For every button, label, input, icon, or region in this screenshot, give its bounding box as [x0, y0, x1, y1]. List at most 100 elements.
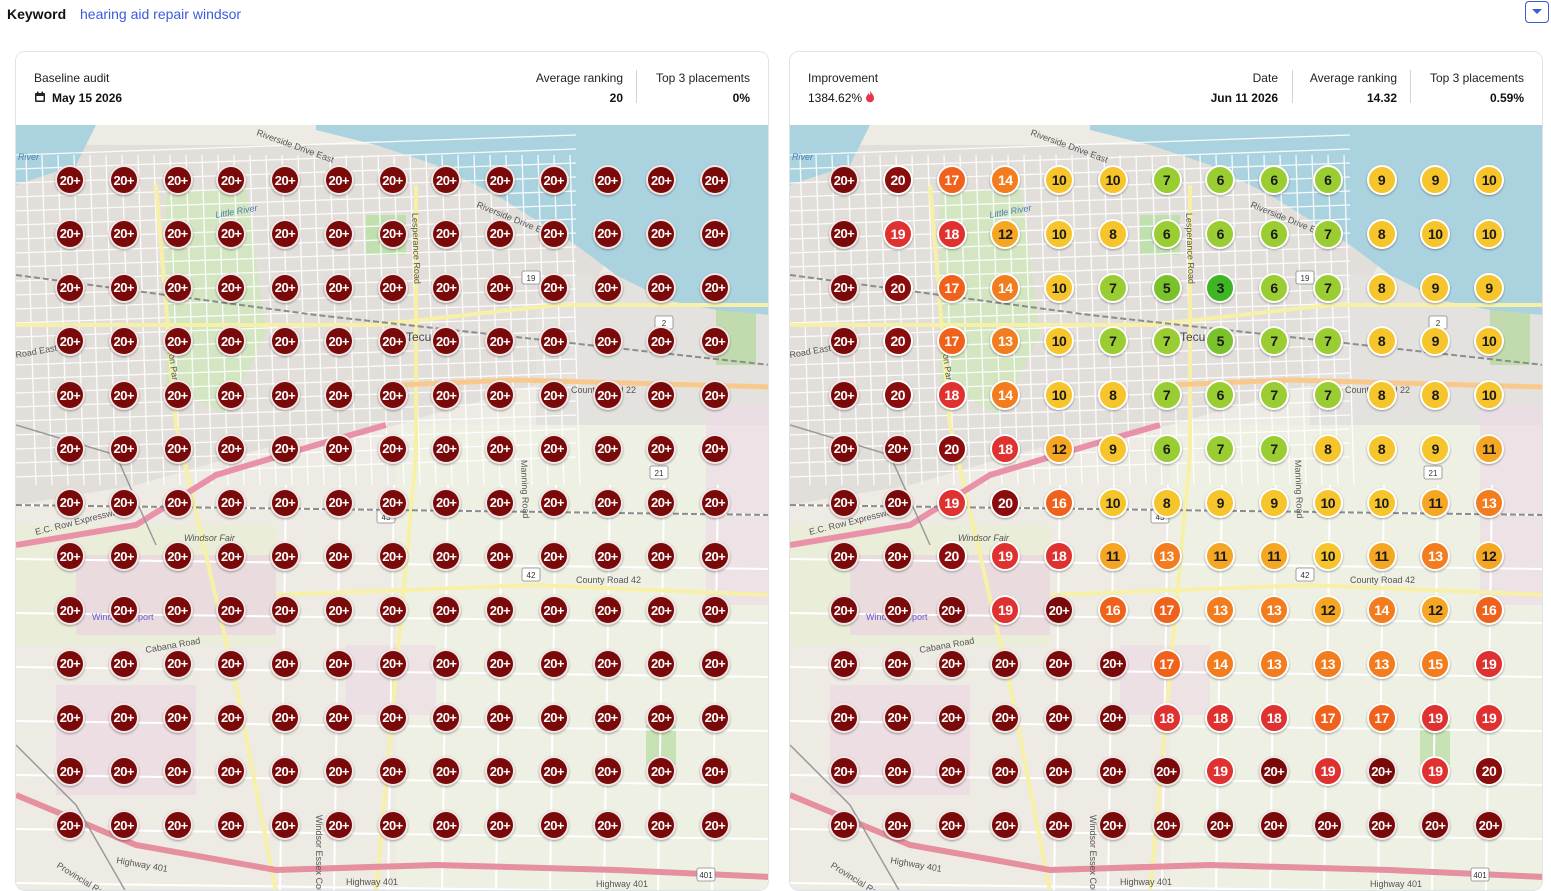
rank-pin[interactable]: 20+ — [431, 648, 462, 679]
rank-pin[interactable]: 20+ — [1312, 810, 1343, 840]
rank-pin[interactable]: 20+ — [162, 648, 193, 679]
rank-pin[interactable]: 20+ — [592, 218, 623, 249]
rank-pin[interactable]: 20+ — [108, 433, 139, 464]
rank-pin[interactable]: 11 — [1366, 541, 1397, 572]
rank-pin[interactable]: 10 — [1474, 326, 1504, 357]
rank-pin[interactable]: 14 — [990, 165, 1021, 195]
rank-pin[interactable]: 7 — [1312, 272, 1343, 303]
rank-pin[interactable]: 20+ — [538, 648, 569, 679]
rank-pin[interactable]: 20+ — [700, 595, 730, 625]
rank-pin[interactable]: 20+ — [216, 595, 247, 625]
rank-pin[interactable]: 20+ — [270, 756, 300, 787]
rank-pin[interactable]: 7 — [1097, 272, 1128, 303]
rank-pin[interactable]: 20 — [990, 487, 1021, 518]
rank-pin[interactable]: 7 — [1205, 433, 1236, 464]
rank-pin[interactable]: 19 — [990, 541, 1021, 572]
keyword-dropdown-button[interactable] — [1525, 1, 1549, 23]
rank-pin[interactable]: 11 — [1474, 433, 1504, 464]
rank-pin[interactable]: 20+ — [216, 541, 247, 572]
rank-pin[interactable]: 20+ — [485, 433, 515, 464]
rank-pin[interactable]: 20+ — [377, 702, 408, 733]
rank-pin[interactable]: 20+ — [431, 272, 462, 303]
rank-pin[interactable]: 20+ — [270, 218, 300, 249]
rank-pin[interactable]: 20+ — [990, 756, 1021, 787]
rank-pin[interactable]: 20+ — [431, 218, 462, 249]
rank-pin[interactable]: 6 — [1259, 218, 1289, 249]
rank-pin[interactable]: 20+ — [162, 326, 193, 357]
rank-pin[interactable]: 20+ — [646, 810, 677, 840]
rank-pin[interactable]: 20+ — [485, 702, 515, 733]
rank-pin[interactable]: 3 — [1205, 272, 1236, 303]
rank-pin[interactable]: 17 — [936, 272, 967, 303]
rank-pin[interactable]: 20+ — [882, 756, 913, 787]
rank-pin[interactable]: 7 — [1151, 380, 1182, 410]
rank-pin[interactable]: 20+ — [538, 756, 569, 787]
rank-pin[interactable]: 17 — [1151, 595, 1182, 625]
rank-pin[interactable]: 20+ — [55, 541, 85, 572]
rank-pin[interactable]: 20 — [936, 541, 967, 572]
rank-pin[interactable]: 20+ — [55, 702, 85, 733]
rank-pin[interactable]: 20+ — [377, 165, 408, 195]
rank-pin[interactable]: 20+ — [162, 487, 193, 518]
rank-pin[interactable]: 11 — [1420, 487, 1451, 518]
rank-pin[interactable]: 10 — [1312, 487, 1343, 518]
rank-pin[interactable]: 20+ — [108, 595, 139, 625]
rank-pin[interactable]: 20+ — [1151, 810, 1182, 840]
rank-pin[interactable]: 20+ — [538, 380, 569, 410]
rank-pin[interactable]: 20 — [882, 380, 913, 410]
rank-pin[interactable]: 20+ — [829, 702, 859, 733]
rank-pin[interactable]: 17 — [1366, 702, 1397, 733]
rank-pin[interactable]: 19 — [1420, 756, 1451, 787]
rank-pin[interactable]: 19 — [1312, 756, 1343, 787]
rank-pin[interactable]: 7 — [1259, 326, 1289, 357]
rank-pin[interactable]: 19 — [1420, 702, 1451, 733]
rank-pin[interactable]: 20+ — [377, 541, 408, 572]
rank-pin[interactable]: 20+ — [485, 326, 515, 357]
rank-pin[interactable]: 9 — [1420, 433, 1451, 464]
rank-pin[interactable]: 20+ — [1366, 810, 1397, 840]
rank-pin[interactable]: 20+ — [216, 487, 247, 518]
rank-pin[interactable]: 20+ — [1259, 810, 1289, 840]
rank-pin[interactable]: 20+ — [646, 595, 677, 625]
rank-pin[interactable]: 20+ — [431, 165, 462, 195]
rank-pin[interactable]: 16 — [1097, 595, 1128, 625]
rank-pin[interactable]: 20+ — [936, 648, 967, 679]
rank-pin[interactable]: 13 — [1259, 595, 1289, 625]
rank-pin[interactable]: 20+ — [538, 487, 569, 518]
rank-pin[interactable]: 20+ — [431, 487, 462, 518]
rank-pin[interactable]: 20+ — [270, 165, 300, 195]
rank-pin[interactable]: 20+ — [377, 380, 408, 410]
rank-pin[interactable]: 20+ — [323, 218, 354, 249]
rank-pin[interactable]: 10 — [1474, 380, 1504, 410]
rank-pin[interactable]: 20 — [936, 433, 967, 464]
rank-pin[interactable]: 20+ — [162, 218, 193, 249]
rank-pin[interactable]: 20+ — [936, 595, 967, 625]
rank-pin[interactable]: 20+ — [936, 702, 967, 733]
rank-pin[interactable]: 20+ — [431, 810, 462, 840]
rank-pin[interactable]: 20+ — [485, 810, 515, 840]
rank-pin[interactable]: 20+ — [882, 487, 913, 518]
current-map[interactable]: River Riverside Drive East Riverside Drive… — [790, 125, 1542, 890]
rank-pin[interactable]: 20+ — [646, 326, 677, 357]
rank-pin[interactable]: 20+ — [646, 648, 677, 679]
rank-pin[interactable]: 20+ — [592, 541, 623, 572]
rank-pin[interactable]: 20+ — [216, 380, 247, 410]
rank-pin[interactable]: 20+ — [323, 272, 354, 303]
rank-pin[interactable]: 20+ — [216, 165, 247, 195]
rank-pin[interactable]: 20+ — [990, 810, 1021, 840]
rank-pin[interactable]: 20+ — [646, 218, 677, 249]
rank-pin[interactable]: 10 — [1474, 165, 1504, 195]
rank-pin[interactable]: 20+ — [1097, 648, 1128, 679]
rank-pin[interactable]: 20+ — [377, 756, 408, 787]
rank-pin[interactable]: 8 — [1312, 433, 1343, 464]
rank-pin[interactable]: 20+ — [323, 487, 354, 518]
rank-pin[interactable]: 10 — [1097, 487, 1128, 518]
rank-pin[interactable]: 20+ — [1097, 756, 1128, 787]
rank-pin[interactable]: 20+ — [485, 380, 515, 410]
rank-pin[interactable]: 20+ — [485, 756, 515, 787]
rank-pin[interactable]: 10 — [1044, 326, 1074, 357]
rank-pin[interactable]: 20+ — [108, 272, 139, 303]
rank-pin[interactable]: 20+ — [216, 272, 247, 303]
rank-pin[interactable]: 20+ — [55, 487, 85, 518]
rank-pin[interactable]: 20+ — [1366, 756, 1397, 787]
